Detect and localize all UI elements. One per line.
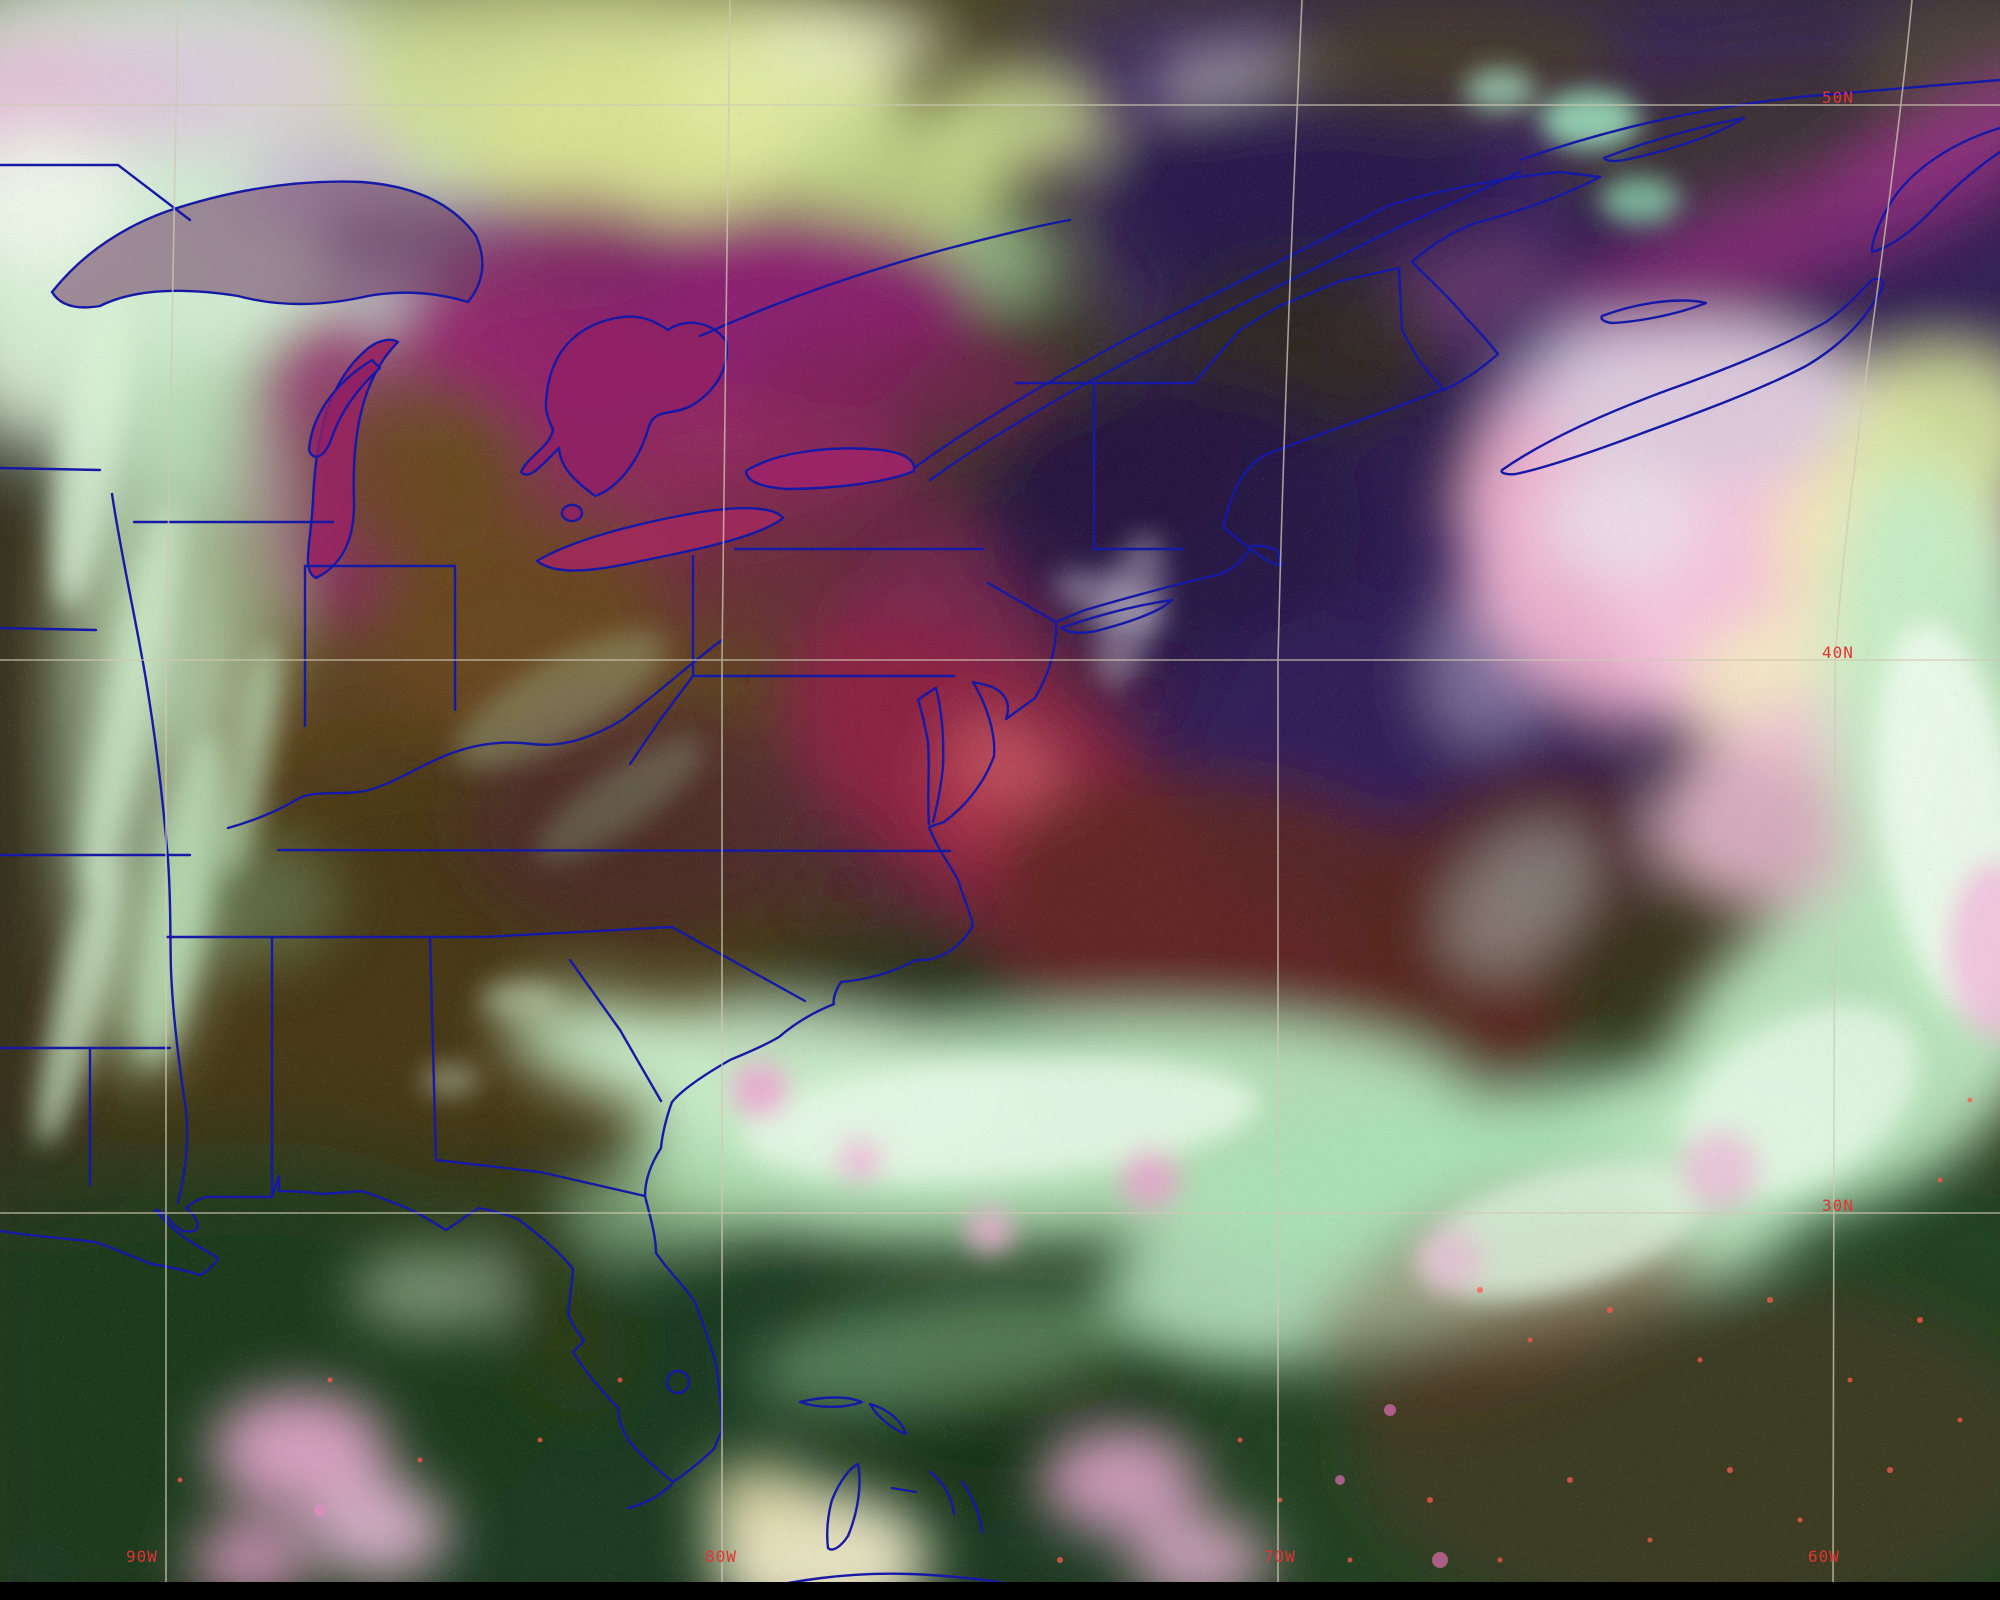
grain-red (0, 1150, 2000, 1600)
map-outlines (0, 78, 2000, 1600)
lat-label-50n: 50N (1822, 88, 1854, 107)
lon-label-70w: 70W (1264, 1547, 1296, 1566)
gridline-lon-60w (1832, 0, 1913, 1600)
status-bar: GOES-19 RGB DAY:R=C2 G=C7-14 B=C14 NIGHT… (0, 1582, 2000, 1600)
lon-label-60w: 60W (1808, 1547, 1840, 1566)
map-lakes (50, 180, 916, 580)
lat-label-40n: 40N (1822, 643, 1854, 662)
lat-label-30n: 30N (1822, 1196, 1854, 1215)
lon-label-80w: 80W (705, 1547, 737, 1566)
lon-label-90w: 90W (126, 1547, 158, 1566)
gridline-lon-70w (1277, 0, 1303, 1600)
